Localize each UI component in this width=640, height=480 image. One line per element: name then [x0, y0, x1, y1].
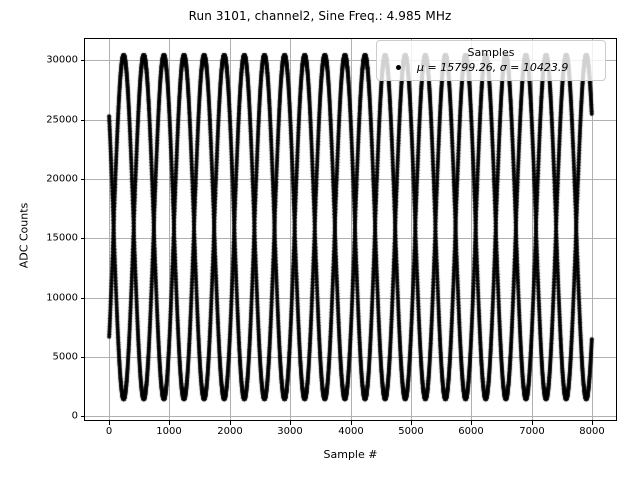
- x-tick-mark: [169, 421, 170, 425]
- plot-area: [84, 38, 617, 421]
- x-tick-mark: [351, 421, 352, 425]
- x-tick-label: 4000: [338, 426, 364, 437]
- x-axis-label: Sample #: [323, 448, 378, 461]
- y-tick-label: 5000: [52, 351, 78, 363]
- y-tick-mark: [80, 416, 84, 417]
- x-tick-label: 0: [105, 426, 113, 437]
- x-tick-label: 2000: [217, 426, 243, 437]
- y-tick-label: 25000: [46, 114, 78, 126]
- legend-entry: μ = 15799.26, σ = 10423.9: [385, 61, 597, 74]
- x-tick-label: 7000: [519, 426, 545, 437]
- y-tick-label: 10000: [46, 292, 78, 304]
- point-marker-icon: [395, 65, 401, 70]
- y-axis-label: ADC Counts: [17, 202, 31, 269]
- x-tick-label: 8000: [579, 426, 605, 437]
- x-tick-label: 6000: [458, 426, 484, 437]
- x-tick-mark: [592, 421, 593, 425]
- x-tick-label: 3000: [277, 426, 303, 437]
- y-tick-mark: [80, 120, 84, 121]
- y-axis-tick-labels: 0 5000 10000 15000 20000 25000 30000: [0, 0, 78, 480]
- y-tick-mark: [80, 298, 84, 299]
- legend-marker: [385, 65, 411, 70]
- y-tick-label: 15000: [46, 232, 78, 244]
- y-tick-mark: [80, 238, 84, 239]
- x-tick-label: 1000: [156, 426, 182, 437]
- y-tick-label: 20000: [46, 173, 78, 185]
- y-tick-mark: [80, 60, 84, 61]
- legend: Samples μ = 15799.26, σ = 10423.9: [376, 40, 606, 81]
- x-tick-mark: [109, 421, 110, 425]
- y-tick-label: 0: [71, 410, 78, 422]
- page-title: Run 3101, channel2, Sine Freq.: 4.985 MH…: [188, 9, 452, 23]
- scatter-plot-canvas: [85, 39, 616, 420]
- legend-title: Samples: [467, 46, 515, 59]
- y-tick-label: 30000: [46, 54, 78, 66]
- x-tick-mark: [230, 421, 231, 425]
- y-tick-mark: [80, 179, 84, 180]
- x-tick-label: 5000: [398, 426, 424, 437]
- x-tick-mark: [290, 421, 291, 425]
- x-tick-mark: [532, 421, 533, 425]
- x-tick-mark: [411, 421, 412, 425]
- y-tick-mark: [80, 357, 84, 358]
- legend-entry-label: μ = 15799.26, σ = 10423.9: [417, 61, 569, 74]
- x-tick-mark: [471, 421, 472, 425]
